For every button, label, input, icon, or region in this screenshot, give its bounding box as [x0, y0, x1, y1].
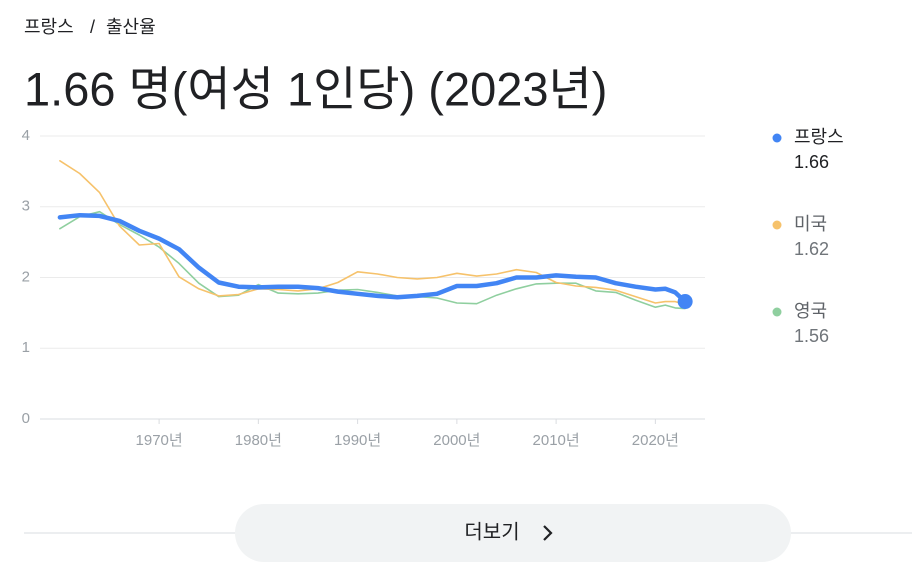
more-button-label[interactable]: 더보기 — [464, 520, 519, 543]
y-tick-label: 1 — [22, 339, 30, 356]
y-tick-label: 2 — [22, 268, 30, 285]
series-line — [59, 210, 686, 310]
legend-name: 영국 — [794, 301, 827, 321]
legend-value: 1.62 — [794, 239, 829, 259]
legend-dot — [772, 133, 782, 143]
x-tick-label: 2000년 — [433, 432, 480, 449]
legend-dot — [772, 307, 782, 317]
legend-value: 1.56 — [794, 326, 829, 346]
series-line — [59, 160, 686, 306]
y-tick-label: 0 — [22, 410, 30, 427]
more-button[interactable] — [235, 504, 791, 562]
series-line — [57, 212, 688, 304]
legend-dot — [772, 220, 782, 230]
y-tick-label: 4 — [22, 127, 30, 144]
headline: 1.66 명(여성 1인당) (2023년) — [24, 62, 607, 115]
x-tick-label: 2010년 — [533, 432, 580, 449]
end-point — [677, 294, 693, 310]
chart: 0 1 2 3 4 1970년 1980년 1990년 2000년 2010년 2020년 프랑스 1.… — [22, 127, 844, 449]
legend-name: 미국 — [794, 214, 827, 234]
x-tick-label: 1970년 — [136, 432, 183, 449]
legend-name: 프랑스 — [794, 127, 844, 147]
breadcrumb-country[interactable]: 프랑스 — [24, 17, 74, 37]
legend-value: 1.66 — [794, 152, 829, 172]
breadcrumb-topic: 출산율 — [106, 17, 156, 37]
x-tick-label: 2020년 — [632, 432, 679, 449]
x-tick-label: 1990년 — [334, 432, 381, 449]
breadcrumb-separator: / — [90, 17, 95, 37]
x-tick-label: 1980년 — [235, 432, 282, 449]
y-tick-label: 3 — [22, 198, 30, 215]
chevron-icon — [543, 525, 553, 541]
